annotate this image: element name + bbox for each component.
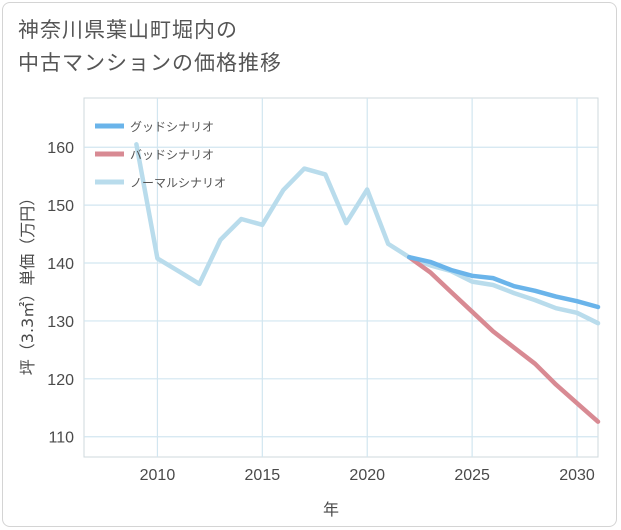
legend-label: グッドシナリオ <box>130 120 214 134</box>
x-axis-title: 年 <box>323 500 339 519</box>
y-tick-label: 140 <box>47 256 74 273</box>
series-line-2 <box>134 142 601 326</box>
legend-label: ノーマルシナリオ <box>130 176 226 190</box>
y-tick-label: 110 <box>48 430 74 447</box>
axes: 2010 2015 2020 2025 2030 110 120 130 140 150 160 年 坪… <box>18 140 595 519</box>
x-tick-label: 2010 <box>140 467 176 484</box>
y-tick-label: 120 <box>47 372 74 389</box>
chart-title-line2: 中古マンションの価格推移 <box>18 51 282 75</box>
chart-title-line1: 神奈川県葉山町堀内の <box>18 18 238 42</box>
y-axis-title: 坪（3.3㎡）単価（万円） <box>18 190 37 375</box>
x-tick-label: 2020 <box>349 467 385 484</box>
y-tick-label: 160 <box>47 140 74 157</box>
x-tick-label: 2025 <box>454 467 490 484</box>
plot-area <box>83 97 599 458</box>
chart-title: 神奈川県葉山町堀内の 中古マンションの価格推移 <box>18 14 282 80</box>
legend-label: バッドシナリオ <box>130 148 214 162</box>
x-tick-label: 2015 <box>245 467 281 484</box>
y-tick-label: 130 <box>47 314 74 331</box>
series-layer <box>134 142 601 424</box>
x-tick-label: 2030 <box>559 467 595 484</box>
y-tick-label: 150 <box>47 198 74 215</box>
series-line-0 <box>406 254 601 310</box>
series-line-1 <box>406 254 601 424</box>
grid <box>83 97 599 458</box>
